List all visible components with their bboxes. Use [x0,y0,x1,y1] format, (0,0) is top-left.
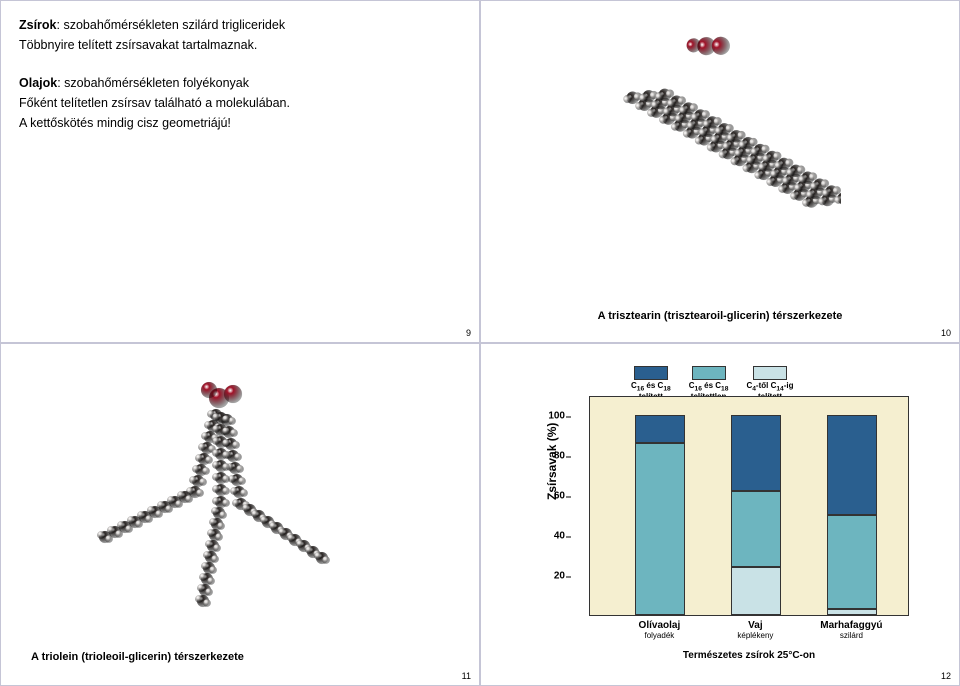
tristearin-molecule [621,21,841,281]
page-number: 11 [462,671,471,681]
x-axis-label: Vajképlékeny [710,620,800,640]
olajok-label: Olajok [19,76,57,90]
zsirok-line2: Többnyire telített zsírsavakat tartalmaz… [19,38,257,52]
fatty-acid-chart: C16 és C18 telített C16 és C18 telítettl… [541,360,931,660]
bar-segment [827,609,877,615]
bar-segment [635,443,685,615]
bar-segment [827,415,877,515]
page-number: 9 [466,328,471,338]
chart-plot-area [589,396,909,616]
slide-10: A trisztearin (trisztearoil-glicerin) té… [480,0,960,343]
page-number: 10 [941,328,951,338]
bar-segment [731,567,781,615]
bar-segment [731,491,781,567]
olajok-rest: : szobahőmérsékleten folyékonyak [57,76,249,90]
zsirok-label: Zsírok [19,18,57,32]
slide-11: A triolein (trioleoil-glicerin) térszerk… [0,343,480,686]
slide-12: C16 és C18 telített C16 és C18 telítettl… [480,343,960,686]
chart-caption: Természetes zsírok 25°C-on [589,650,909,661]
olajok-line3: A kettőskötés mindig cisz geometriájú! [19,116,231,130]
bar-segment [827,515,877,609]
slide-9: Zsírok: szobahőmérsékleten szilárd trigl… [0,0,480,343]
bar-segment [731,415,781,491]
x-axis-label: Olívaolajfolyadék [614,620,704,640]
triolein-molecule [91,364,351,624]
x-axis-label: Marhafaggyúszilárd [806,620,896,640]
olajok-line2: Főként telítetlen zsírsav található a mo… [19,96,290,110]
bar-segment [635,415,685,443]
page-number: 12 [941,671,951,681]
tristearin-caption: A trisztearin (trisztearoil-glicerin) té… [481,310,959,322]
triolein-caption: A triolein (trioleoil-glicerin) térszerk… [31,651,244,663]
zsirok-rest: : szobahőmérsékleten szilárd triglicerid… [57,18,286,32]
